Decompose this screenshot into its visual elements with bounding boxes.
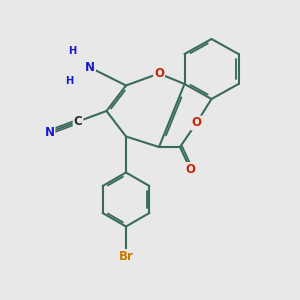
Text: H: H <box>65 76 73 86</box>
Text: O: O <box>154 67 164 80</box>
Text: N: N <box>85 61 95 74</box>
Text: O: O <box>191 116 202 130</box>
Text: N: N <box>44 125 55 139</box>
Text: C: C <box>74 115 82 128</box>
Text: H: H <box>68 46 76 56</box>
Text: O: O <box>185 163 196 176</box>
Text: Br: Br <box>118 250 134 263</box>
